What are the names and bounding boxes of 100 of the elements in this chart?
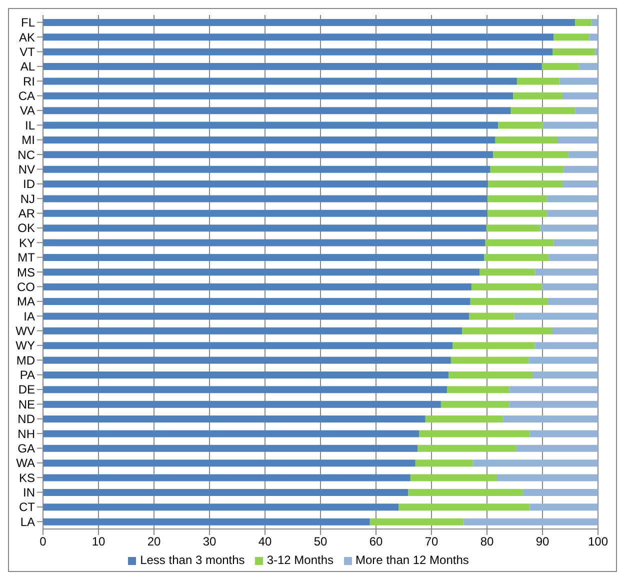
bar (564, 166, 598, 173)
y-tick-label: GA (18, 441, 35, 456)
bar (415, 460, 474, 467)
y-tick-label: MA (17, 294, 35, 309)
bar (418, 444, 516, 452)
bar (562, 180, 598, 188)
bar (43, 19, 576, 26)
y-tick-label: NJ (20, 192, 35, 206)
bar (552, 327, 598, 334)
y-tick-label: IA (24, 309, 35, 324)
y-tick-label: MS (17, 265, 35, 280)
bar (440, 400, 510, 408)
bar (490, 166, 564, 173)
bar (493, 151, 569, 158)
y-tick-label: NV (18, 162, 35, 176)
y-tick-label: RI (23, 74, 35, 88)
bar (495, 136, 558, 144)
legend-label: 3-12 Months (266, 553, 334, 567)
bar (575, 107, 598, 114)
bar (43, 504, 399, 511)
bar (408, 488, 524, 496)
x-tick-label: 40 (258, 534, 272, 549)
bar (548, 254, 598, 261)
y-tick-label: LA (20, 514, 35, 529)
y-tick-label: WY (16, 338, 35, 353)
bar (43, 224, 486, 232)
bar (530, 430, 598, 438)
bar (470, 298, 548, 306)
x-tick-label: 60 (369, 534, 383, 549)
bar (43, 444, 418, 452)
bar (43, 312, 470, 320)
bar (579, 63, 598, 70)
x-tick-label: 20 (147, 534, 161, 549)
x-tick-label: 70 (424, 534, 438, 549)
bar (535, 268, 598, 276)
bar (595, 48, 598, 56)
bar (486, 224, 540, 232)
x-tick-label: 30 (202, 534, 216, 549)
bar (509, 386, 598, 394)
y-tick-label: WV (16, 324, 35, 338)
bar (589, 34, 598, 41)
y-tick-label: KY (18, 236, 35, 250)
y-tick-label: AR (18, 206, 36, 221)
bar (43, 48, 552, 56)
bar (43, 210, 488, 217)
bar (43, 474, 410, 482)
bar (452, 342, 535, 350)
bar (510, 107, 576, 114)
y-tick-label: AK (18, 30, 35, 44)
bar (43, 78, 517, 85)
bar (447, 386, 510, 394)
legend-label: Less than 3 months (140, 553, 245, 567)
bar (43, 283, 472, 290)
bar (554, 239, 598, 246)
bar (543, 122, 598, 129)
bar (540, 224, 598, 232)
y-tick-label: IL (24, 118, 36, 132)
bar (43, 268, 480, 276)
bar (534, 342, 598, 350)
y-tick-label: NH (18, 426, 35, 441)
x-tick-label: 100 (588, 534, 608, 549)
bar (485, 239, 554, 246)
bar (43, 371, 449, 378)
bar (43, 298, 470, 306)
bar (43, 180, 488, 188)
bar (43, 518, 370, 526)
bar (43, 239, 486, 246)
bar (498, 122, 544, 129)
bar (43, 430, 420, 438)
bar (488, 210, 547, 217)
bar (542, 283, 598, 290)
bar (546, 195, 598, 202)
y-tick-label: ID (23, 177, 36, 192)
x-tick-label: 0 (40, 534, 47, 549)
y-tick-label: CA (18, 89, 35, 104)
bar (43, 400, 441, 408)
bar (523, 488, 598, 496)
bar (464, 518, 598, 526)
bar (473, 460, 598, 467)
bar (575, 19, 592, 26)
bar (546, 210, 598, 217)
bar (419, 430, 530, 438)
y-tick-label: MI (22, 133, 35, 148)
bar (469, 312, 514, 320)
bar (516, 444, 598, 452)
y-tick-label: MD (16, 353, 36, 368)
bar (43, 151, 494, 158)
bar (542, 63, 580, 70)
legend-label: More than 12 Months (356, 553, 469, 567)
bar (410, 474, 497, 482)
y-tick-label: OK (18, 221, 35, 236)
bar (43, 327, 462, 334)
y-tick-label: VT (20, 44, 36, 59)
bar (503, 416, 598, 423)
bar (568, 151, 598, 158)
y-tick-label: MT (18, 250, 36, 265)
bar (425, 416, 504, 423)
bar (43, 254, 484, 261)
bar (43, 34, 554, 41)
bar (398, 504, 530, 511)
